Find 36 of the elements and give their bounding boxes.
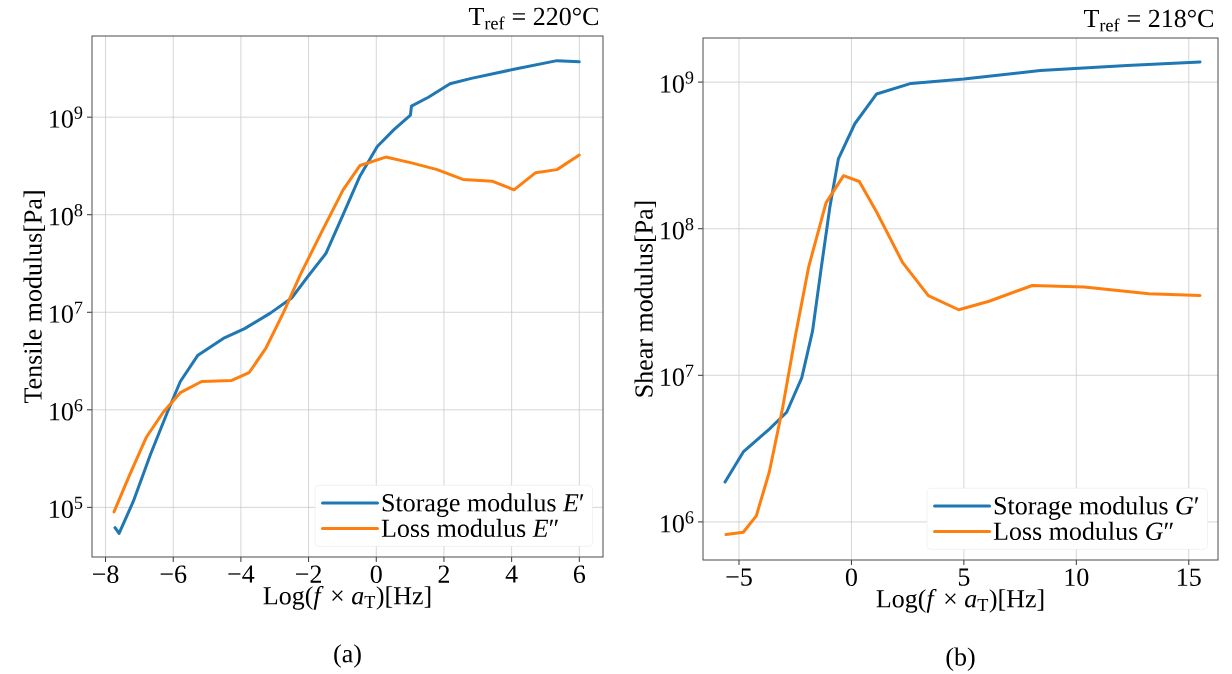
- y-tick-label: 10$^{7}$: [661, 364, 694, 386]
- x-tick-label: 0: [845, 568, 857, 586]
- x-tick-label: −4: [228, 565, 255, 583]
- y-tick-label: 10$^{5}$: [50, 496, 83, 518]
- x-tick-label: 4: [505, 565, 518, 583]
- legend-label: Loss modulus E″: [381, 518, 559, 537]
- text: (b): [946, 647, 975, 671]
- line-series: [723, 60, 1202, 484]
- x-axis-title: Log(f × a$_{T}$)[Hz]: [876, 588, 1044, 613]
- chart-title: T$_{ref}$ = 218°C: [1083, 9, 1214, 32]
- legend-label: Storage modulus G′: [994, 496, 1199, 520]
- x-tick-label: 0: [370, 565, 382, 583]
- y-tick-label: 10$^{7}$: [50, 301, 83, 323]
- x-tick-label: 6: [573, 565, 586, 583]
- legend-label: Loss modulus G″: [993, 521, 1173, 540]
- x-tick-label: −6: [160, 565, 187, 583]
- x-tick-label: 15: [1178, 568, 1201, 586]
- x-tick-label: 10: [1065, 568, 1089, 586]
- y-tick-label: 10$^{6}$: [661, 511, 694, 533]
- chart-title: T$_{ref}$ = 220°C: [468, 7, 599, 30]
- y-axis-title: Tensile modulus[Pa]: [23, 191, 45, 403]
- y-tick-label: 10$^{6}$: [50, 399, 83, 421]
- x-tick-label: −8: [93, 565, 119, 583]
- x-tick-label: 2: [438, 565, 450, 583]
- text: (a): [334, 644, 361, 668]
- y-axis-title: Shear modulus[Pa]: [634, 201, 657, 397]
- legend-label: Storage modulus E′: [382, 493, 584, 517]
- x-tick-label: −2: [296, 565, 321, 583]
- x-tick-label: −5: [726, 568, 752, 586]
- y-tick-label: 10$^{9}$: [50, 106, 83, 128]
- y-tick-label: 10$^{9}$: [661, 71, 694, 93]
- y-tick-label: 10$^{8}$: [50, 203, 83, 226]
- y-tick-label: 10$^{8}$: [661, 217, 694, 240]
- line-series: [113, 58, 581, 535]
- x-axis-title: Log(f × a$_{T}$)[Hz]: [263, 585, 431, 610]
- x-tick-label: 5: [958, 568, 970, 586]
